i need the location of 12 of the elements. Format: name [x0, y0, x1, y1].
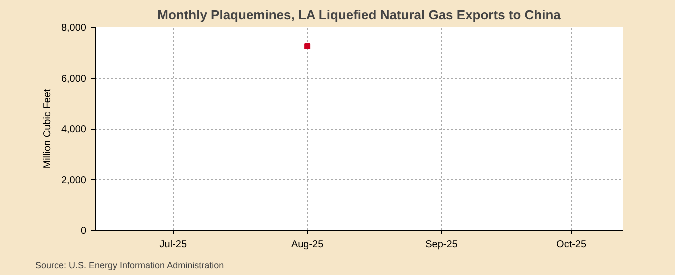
x-tick-label: Oct-25	[556, 240, 588, 250]
y-axis-title: Million Cubic Feet	[42, 89, 54, 169]
y-tick-label: 2,000	[61, 175, 87, 186]
y-tick-label: 8,000	[61, 23, 87, 34]
chart-title: Monthly Plaquemines, LA Liquefied Natural Gas Exports to China	[158, 8, 562, 22]
y-tick-label: 4,000	[61, 124, 87, 136]
source-note: Source: U.S. Energy Information Administration	[36, 260, 224, 270]
x-tick-label: Jul-25	[160, 240, 188, 250]
y-tick-label: 6,000	[61, 74, 87, 85]
x-tick-label: Aug-25	[291, 240, 324, 250]
x-tick-label: Sep-25	[426, 240, 458, 250]
y-tick-label: 0	[80, 226, 87, 237]
